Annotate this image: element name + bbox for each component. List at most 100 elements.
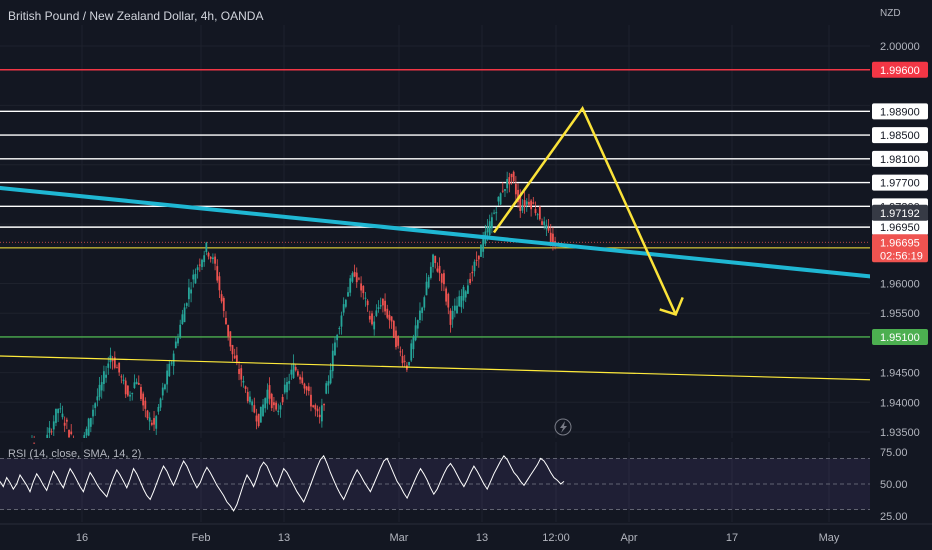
candle-body: [266, 389, 269, 404]
candle-body: [174, 341, 177, 349]
candle-body: [368, 315, 371, 320]
high-marker-tag: [872, 204, 928, 221]
candle-body: [286, 382, 288, 393]
candle-body: [299, 376, 301, 380]
candle-body: [310, 394, 312, 407]
candle-body: [190, 289, 192, 294]
candle-body: [528, 201, 530, 205]
candle-body: [412, 337, 415, 350]
candle-body: [475, 259, 478, 261]
candle-body: [161, 387, 164, 396]
price-axis[interactable]: 2.00000 1.96000 1.95500 1.94500 1.94000 1.935…: [870, 0, 932, 550]
rsi-label[interactable]: RSI (14, close, SMA, 14, 2): [8, 448, 142, 460]
candle-body: [429, 266, 432, 278]
descending-trendline[interactable]: [0, 185, 872, 279]
candle-body: [279, 405, 282, 410]
candle-body: [538, 206, 541, 220]
candle-body: [159, 398, 162, 408]
time-tick-label: 12:00: [542, 532, 570, 544]
candle-body: [440, 273, 443, 283]
candle-body: [549, 232, 552, 243]
candle-body: [292, 363, 295, 379]
price-level-tag-label: 1.96950: [880, 222, 920, 234]
price-tick-label: 1.94000: [880, 397, 920, 409]
price-level-tag[interactable]: [872, 219, 928, 236]
candle-body: [198, 264, 201, 266]
candle-body: [532, 202, 535, 204]
candle-body: [275, 402, 278, 410]
candle-body: [331, 350, 334, 372]
price-level-tag[interactable]: [872, 150, 928, 167]
lightning-icon[interactable]: [554, 418, 572, 436]
candle-body: [50, 431, 53, 433]
candle-body: [113, 357, 116, 368]
price-levels: [0, 69, 870, 338]
candle-body: [235, 355, 238, 364]
candle-body: [126, 385, 129, 396]
price-tick-label: 1.93500: [880, 427, 920, 439]
last-price-tag[interactable]: [872, 234, 928, 263]
candle-body: [259, 406, 262, 423]
price-tick-label: 1.96000: [880, 279, 920, 291]
candle-body: [257, 413, 260, 426]
candle-body: [334, 342, 336, 356]
candle-body: [166, 370, 169, 385]
candle-body: [135, 381, 138, 385]
time-tick-label: May: [819, 532, 840, 544]
candle-body: [205, 242, 208, 253]
candle-body: [314, 405, 317, 410]
price-level-tag[interactable]: [872, 103, 928, 120]
candle-body: [371, 313, 373, 325]
time-tick-label: Mar: [390, 532, 409, 544]
price-level-tag[interactable]: [872, 61, 928, 78]
candle-body: [493, 212, 495, 214]
candle-body: [211, 257, 214, 260]
candle-body: [355, 272, 358, 283]
candle-body: [408, 362, 410, 366]
trendlines[interactable]: [0, 105, 872, 381]
candle-body: [290, 369, 293, 375]
candle-body: [519, 196, 522, 211]
candle-body: [227, 324, 230, 337]
candle-body: [423, 297, 426, 308]
candle-body: [471, 271, 474, 274]
lower-trendline[interactable]: [0, 355, 871, 381]
candle-body: [48, 427, 51, 433]
candle-body: [94, 403, 97, 408]
candle-body: [129, 394, 131, 397]
price-level-tag-label: 1.98100: [880, 154, 920, 166]
price-level-tag[interactable]: [872, 174, 928, 191]
candle-body: [155, 416, 158, 429]
candle-body: [270, 393, 273, 409]
price-tick-label: 1.94500: [880, 368, 920, 380]
candle-body: [377, 307, 380, 309]
candle-body: [203, 255, 206, 263]
projection-path[interactable]: [492, 105, 677, 315]
candle-body: [196, 267, 199, 271]
candle-body: [46, 434, 49, 438]
time-axis[interactable]: 16 Feb 13 Mar 13 12:00 Apr 17 May: [0, 523, 932, 544]
candle-body: [323, 404, 325, 406]
candle-body: [52, 421, 55, 430]
price-level-tag[interactable]: [872, 328, 928, 345]
projection-arrowhead[interactable]: [659, 296, 684, 316]
rsi-tick-label: 75.00: [880, 447, 908, 459]
price-tick-label: 2.00000: [880, 41, 920, 53]
candle-body: [305, 386, 308, 391]
candle-body: [150, 422, 153, 425]
candle-body: [419, 310, 421, 321]
candle-body: [445, 288, 448, 302]
time-tick-label: 16: [76, 532, 88, 544]
candle-body: [96, 396, 99, 401]
time-tick-label: 13: [278, 532, 290, 544]
candle-body: [296, 371, 299, 376]
candle-body: [177, 338, 179, 344]
rsi-pane: [0, 454, 870, 512]
high-marker-label: 1.97192: [880, 208, 920, 220]
candle-body: [201, 259, 203, 268]
candle-body: [436, 268, 439, 272]
candle-body: [388, 314, 391, 321]
price-level-tag[interactable]: [872, 127, 928, 144]
